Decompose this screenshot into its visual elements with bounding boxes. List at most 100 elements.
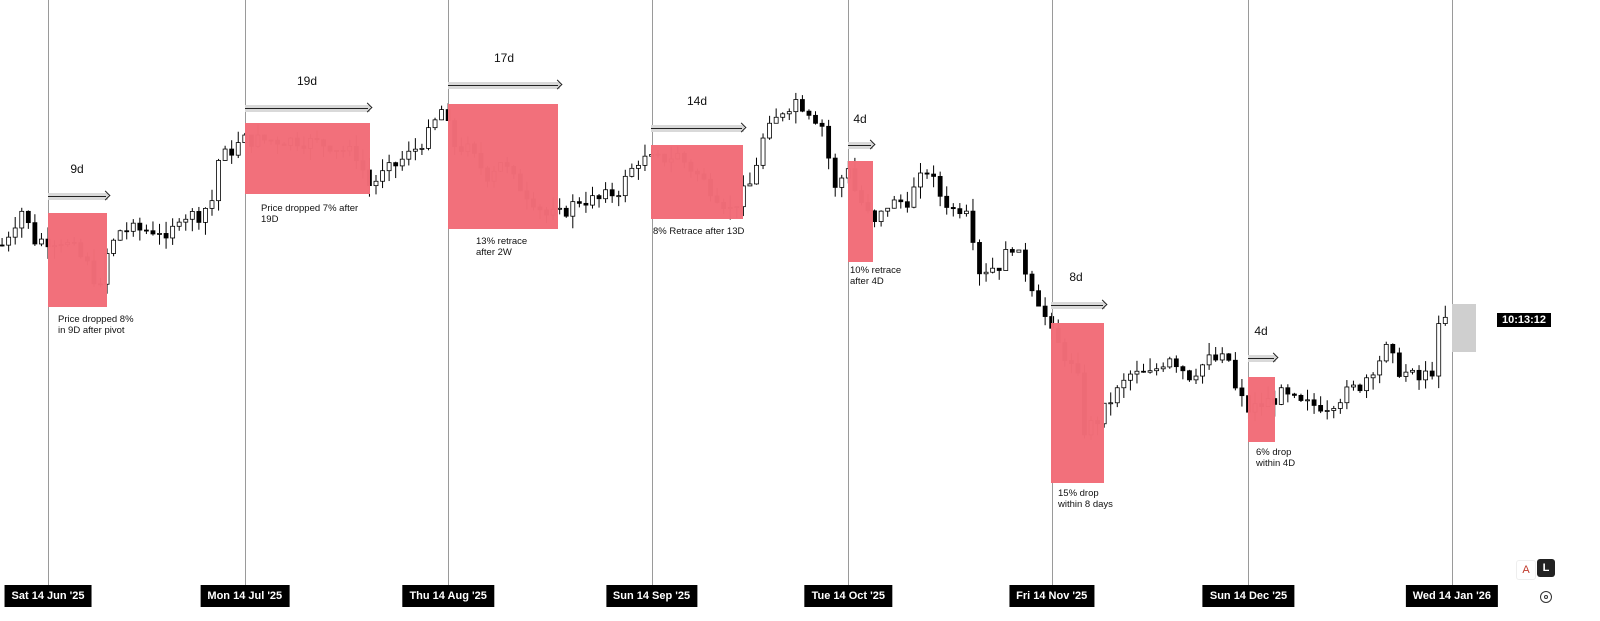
duration-bar-2[interactable]	[245, 102, 373, 113]
candle-up	[399, 158, 405, 167]
candle-up	[773, 116, 779, 124]
candle-up	[1193, 375, 1199, 381]
candle-up	[747, 183, 753, 187]
candle-up	[235, 142, 241, 156]
date-gridline	[848, 0, 849, 585]
candle-down	[1180, 366, 1186, 372]
candle-down	[1292, 393, 1297, 396]
candle-down	[1023, 249, 1028, 275]
duration-label: 19d	[296, 74, 318, 88]
candle-down	[996, 267, 1002, 271]
candle-up	[1423, 370, 1428, 381]
auto-scale-button[interactable]: A	[1516, 560, 1536, 580]
candle-down	[1390, 343, 1396, 354]
candle-up	[629, 167, 635, 177]
candle-down	[393, 162, 399, 167]
candle-down	[1416, 369, 1422, 381]
candle-down	[1239, 387, 1245, 397]
date-gridline	[1452, 0, 1453, 585]
candle-down	[950, 207, 956, 210]
x-tick-label: Thu 14 Aug '25	[402, 585, 494, 607]
candle-up	[1331, 408, 1337, 411]
candle-up	[170, 225, 176, 239]
candle-up	[176, 221, 182, 227]
duration-bar-5[interactable]	[848, 139, 876, 150]
x-tick-label: Sun 14 Dec '25	[1202, 585, 1295, 607]
candle-up	[183, 218, 189, 223]
duration-bar-4[interactable]	[651, 122, 747, 133]
drop-zone-1[interactable]	[48, 213, 107, 307]
candle-up	[39, 238, 44, 245]
candle-down	[819, 122, 825, 127]
duration-label: 4d	[853, 112, 867, 126]
candle-up	[412, 148, 418, 152]
candle-up	[1114, 387, 1120, 404]
candle-down	[1009, 249, 1015, 253]
candle-up	[406, 150, 412, 160]
settings-icon[interactable]	[1540, 591, 1552, 603]
x-tick-label: Fri 14 Nov '25	[1009, 585, 1095, 607]
duration-bar-7[interactable]	[1248, 352, 1279, 363]
candle-down	[937, 176, 943, 197]
candle-up	[603, 189, 608, 200]
candle-up	[1128, 373, 1133, 381]
duration-label: 17d	[493, 51, 515, 65]
candle-up	[983, 271, 989, 275]
candle-up	[111, 239, 116, 254]
duration-bar-1[interactable]	[48, 190, 111, 201]
candle-up	[157, 233, 162, 235]
candle-down	[1226, 353, 1232, 361]
candle-down	[163, 233, 169, 239]
candle-up	[222, 148, 228, 161]
candle-up	[1351, 384, 1356, 388]
drop-zone-6[interactable]	[1051, 323, 1104, 483]
candle-up	[1016, 249, 1022, 253]
duration-bar-6[interactable]	[1051, 299, 1108, 310]
drop-zone-2[interactable]	[245, 123, 370, 194]
drop-zone-7[interactable]	[1248, 377, 1275, 442]
drop-zone-4[interactable]	[651, 145, 743, 219]
candle-down	[806, 110, 812, 116]
candle-down	[1173, 358, 1179, 368]
date-gridline	[448, 0, 449, 585]
drop-zone-5[interactable]	[848, 161, 873, 262]
duration-bar-3[interactable]	[448, 79, 563, 90]
candle-up	[130, 222, 136, 232]
candle-up	[1160, 366, 1166, 370]
log-scale-button[interactable]: L	[1537, 559, 1555, 577]
candle-up	[432, 119, 438, 129]
candle-up	[642, 155, 648, 166]
candle-up	[1154, 368, 1160, 372]
annotation-note: 6% drop within 4D	[1256, 447, 1296, 469]
candle-down	[904, 201, 910, 208]
candle-down	[1285, 387, 1291, 395]
drop-zone-3[interactable]	[448, 104, 558, 229]
candle-up	[964, 210, 969, 215]
candle-down	[563, 207, 569, 217]
candle-up	[786, 111, 792, 115]
candle-up	[780, 113, 786, 118]
candle-up	[203, 207, 208, 223]
candle-down	[1298, 394, 1304, 401]
candle-up	[616, 195, 622, 198]
x-tick-label: Mon 14 Jul '25	[200, 585, 290, 607]
candle-up	[1410, 369, 1415, 373]
candle-down	[872, 210, 877, 222]
candle-up	[439, 109, 445, 121]
candle-down	[196, 211, 202, 223]
candle-up	[590, 195, 595, 206]
candle-up	[1305, 399, 1310, 402]
x-tick-label: Sun 14 Sep '25	[605, 585, 698, 607]
candle-down	[596, 195, 602, 200]
candle-up	[19, 210, 25, 229]
candle-up	[1134, 370, 1140, 375]
candle-up	[1403, 371, 1409, 377]
candle-up	[918, 172, 923, 188]
candle-up	[1219, 353, 1225, 361]
candle-up	[911, 186, 917, 208]
candlestick-chart[interactable]	[0, 0, 1600, 585]
candle-up	[1147, 370, 1153, 373]
candle-up	[557, 207, 563, 210]
candle-up	[216, 160, 221, 202]
candle-down	[832, 157, 838, 188]
